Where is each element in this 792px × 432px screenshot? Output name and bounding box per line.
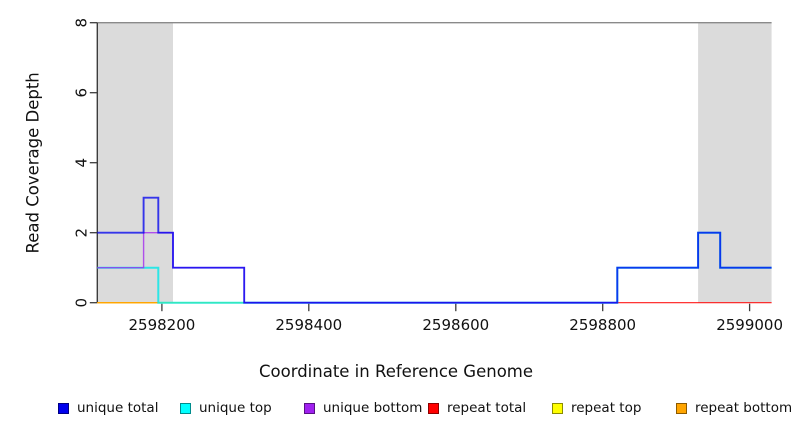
- y-tick-label: 8: [73, 18, 91, 28]
- y-tick-label: 0: [73, 298, 91, 308]
- x-tick-label: 2598200: [128, 316, 195, 334]
- y-tick-label: 2: [73, 228, 91, 238]
- y-tick-label: 6: [73, 88, 91, 98]
- x-tick-label: 2598800: [569, 316, 636, 334]
- x-axis-title: Coordinate in Reference Genome: [258, 362, 534, 381]
- series-line-unique-total: [97, 196, 772, 304]
- x-tick-label: 2599000: [716, 316, 783, 334]
- y-axis-title: Read Coverage Depth: [23, 72, 43, 254]
- x-tick-label: 2598600: [422, 316, 489, 334]
- repeat-region-right: [698, 22, 772, 303]
- x-tick-label: 2598400: [275, 316, 342, 334]
- y-tick-label: 4: [73, 158, 91, 168]
- repeat-region-left: [97, 22, 173, 303]
